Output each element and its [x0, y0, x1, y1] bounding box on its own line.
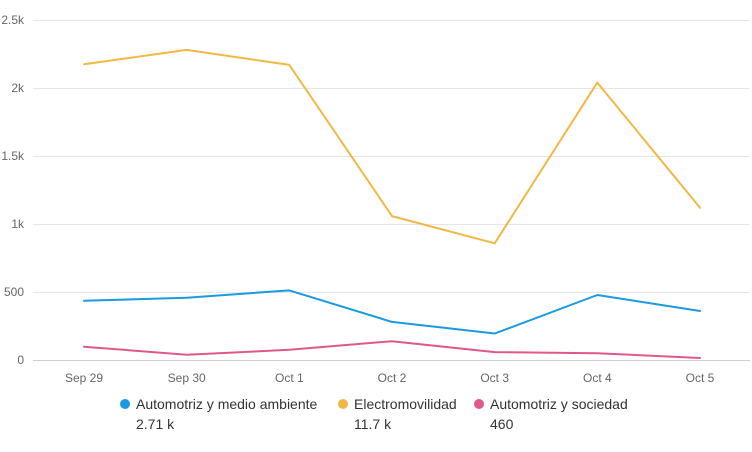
legend-label: Automotriz y sociedad: [490, 396, 628, 412]
legend-item-automotriz-medio-ambiente[interactable]: Automotriz y medio ambiente 2.71 k: [120, 394, 338, 434]
series-line[interactable]: [83, 48, 701, 245]
y-tick-label: 2.5k: [1, 13, 25, 27]
legend-total: 11.7 k: [354, 416, 392, 432]
x-tick-label: Oct 3: [480, 371, 509, 385]
x-tick-label: Oct 1: [275, 371, 304, 385]
legend: Automotriz y medio ambiente 2.71 k Elect…: [120, 394, 634, 434]
y-tick-label: 500: [4, 285, 24, 299]
grid-layer: [33, 20, 750, 361]
legend-marker-icon: [120, 399, 130, 409]
legend-marker-icon: [338, 399, 348, 409]
y-tick-label: 1k: [11, 217, 25, 231]
x-tick-label: Oct 5: [686, 371, 715, 385]
y-axis: 0 500 1k 1.5k 2k 2.5k: [1, 13, 25, 367]
series-line[interactable]: [83, 289, 701, 335]
y-tick-label: 0: [17, 353, 24, 367]
legend-marker-icon: [474, 399, 484, 409]
x-axis: Sep 29 Sep 30 Oct 1 Oct 2 Oct 3 Oct 4 Oct 5: [65, 371, 715, 385]
x-tick-label: Sep 29: [65, 371, 103, 385]
legend-label: Electromovilidad: [354, 396, 457, 412]
series-layer: [83, 48, 701, 359]
x-tick-label: Oct 2: [378, 371, 407, 385]
legend-total: 2.71 k: [136, 416, 175, 432]
x-tick-label: Oct 4: [583, 371, 612, 385]
series-line[interactable]: [83, 340, 701, 359]
legend-item-electromovilidad[interactable]: Electromovilidad 11.7 k: [338, 394, 474, 434]
legend-label: Automotriz y medio ambiente: [136, 396, 318, 412]
legend-total: 460: [490, 416, 514, 432]
y-tick-label: 2k: [11, 81, 25, 95]
x-tick-label: Sep 30: [168, 371, 206, 385]
legend-item-automotriz-sociedad[interactable]: Automotriz y sociedad 460: [474, 394, 634, 434]
y-tick-label: 1.5k: [1, 149, 25, 163]
